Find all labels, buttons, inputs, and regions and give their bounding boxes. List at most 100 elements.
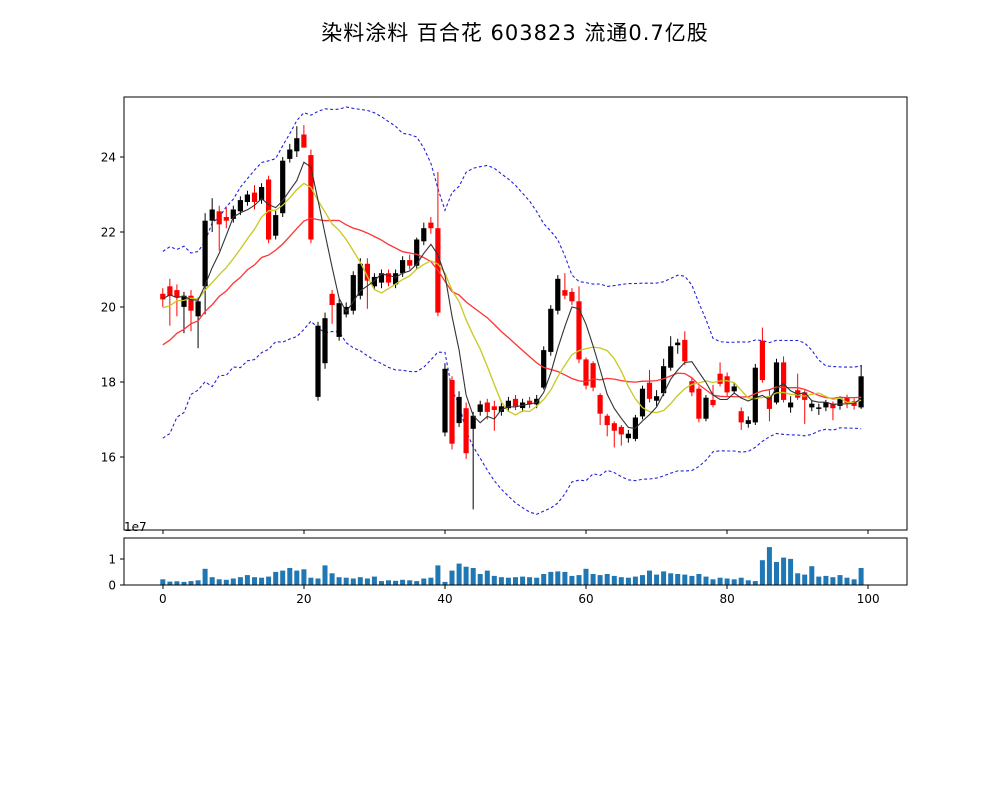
candle-body — [830, 403, 836, 409]
volume-bar — [379, 581, 384, 585]
volume-bar — [844, 577, 850, 585]
volume-bar — [752, 581, 758, 585]
candle-body — [646, 382, 653, 399]
candle-body — [174, 290, 180, 298]
volume-bar — [322, 565, 328, 585]
x-tick-label: 60 — [578, 592, 593, 606]
candle-body — [322, 318, 328, 364]
volume-bar — [456, 563, 462, 585]
volume-bar — [336, 577, 342, 585]
volume-bar — [195, 580, 201, 585]
volume-bar — [371, 576, 377, 585]
candle-body — [378, 273, 385, 283]
candle-body — [548, 308, 554, 352]
candle-body — [449, 380, 455, 444]
volume-bar — [830, 577, 836, 585]
candle-body — [414, 239, 420, 266]
volume-bar — [463, 566, 469, 585]
candle-body — [181, 295, 187, 307]
volume-bar — [569, 575, 575, 585]
candle-body — [527, 400, 533, 405]
candle-body — [280, 160, 286, 214]
x-tick-label: 80 — [719, 592, 734, 606]
volume-bar — [477, 574, 483, 585]
volume-bar — [724, 578, 730, 585]
volume-bar — [498, 577, 504, 585]
volume-bar — [357, 577, 363, 585]
candle-body — [654, 396, 660, 401]
volume-bar — [696, 574, 702, 585]
volume-bar — [273, 571, 279, 585]
volume-bar — [188, 581, 194, 585]
chart-title: 染料涂料 百合花 603823 流通0.7亿股 — [321, 21, 709, 45]
candle-body — [858, 376, 864, 408]
candle-body — [456, 396, 462, 424]
candle-body — [188, 295, 194, 311]
candle-body — [371, 276, 377, 287]
candle-body — [745, 420, 751, 424]
candle-body — [202, 220, 208, 287]
candle-body — [491, 406, 497, 410]
bollinger-bands — [162, 106, 862, 515]
candle-body — [428, 222, 434, 229]
volume-bar — [555, 571, 561, 585]
candle-body — [668, 346, 674, 368]
candle-body — [752, 367, 758, 423]
candle-body — [703, 397, 709, 419]
bollinger-upper-line — [162, 106, 862, 368]
candle-body — [160, 293, 166, 300]
candle-body — [357, 263, 363, 296]
price-tick-label: 18 — [101, 375, 116, 389]
candle-body — [223, 217, 229, 221]
volume-bar — [611, 575, 617, 585]
volume-bar — [160, 579, 166, 585]
candle-body — [844, 397, 850, 403]
candle-body — [287, 149, 293, 159]
volume-bar — [632, 576, 638, 585]
volume-bar — [534, 577, 540, 585]
candle-body — [237, 200, 243, 212]
bollinger-lower-line — [162, 320, 862, 515]
volume-bar — [781, 557, 787, 585]
x-tick-label: 20 — [296, 592, 311, 606]
volume-bar — [654, 574, 660, 585]
volume-tick-label: 0 — [108, 579, 116, 593]
volume-bar — [802, 574, 808, 585]
axes-and-ticks: 16 18 20 22 24 0 1 1e7 0 20 40 60 80 100 — [101, 96, 908, 606]
price-tick-label: 16 — [101, 450, 116, 464]
volume-offset-label: 1e7 — [124, 520, 147, 534]
price-tick-label: 22 — [101, 225, 116, 239]
candle-body — [259, 187, 265, 201]
volume-bar — [435, 565, 441, 585]
volume-bar — [640, 575, 645, 585]
volume-bar — [738, 577, 744, 585]
volume-bar — [647, 570, 652, 585]
candle-body — [400, 260, 406, 274]
candle-body — [301, 134, 307, 148]
x-tick-label: 100 — [857, 592, 880, 606]
candle-body — [583, 359, 589, 386]
candle-body — [364, 263, 370, 281]
candle-body — [618, 426, 624, 435]
candle-body — [407, 260, 413, 266]
volume-bar — [216, 579, 222, 585]
candle-body — [696, 388, 702, 419]
candle-body — [604, 415, 610, 426]
volume-bar — [386, 580, 391, 585]
candle-body — [809, 403, 815, 408]
candle-body — [315, 325, 321, 397]
volume-bar — [823, 575, 829, 585]
x-tick-label: 0 — [159, 592, 167, 606]
volume-bar — [625, 577, 631, 585]
volume-bar — [259, 577, 265, 585]
candle-body — [350, 275, 356, 311]
volume-bar — [668, 573, 674, 586]
candle-body — [294, 138, 300, 152]
candle-body — [576, 301, 582, 360]
candle-body — [569, 291, 575, 302]
candle-body — [308, 155, 314, 240]
volume-bar — [470, 568, 476, 585]
candle-body — [823, 402, 829, 408]
volume-bar — [745, 580, 751, 585]
